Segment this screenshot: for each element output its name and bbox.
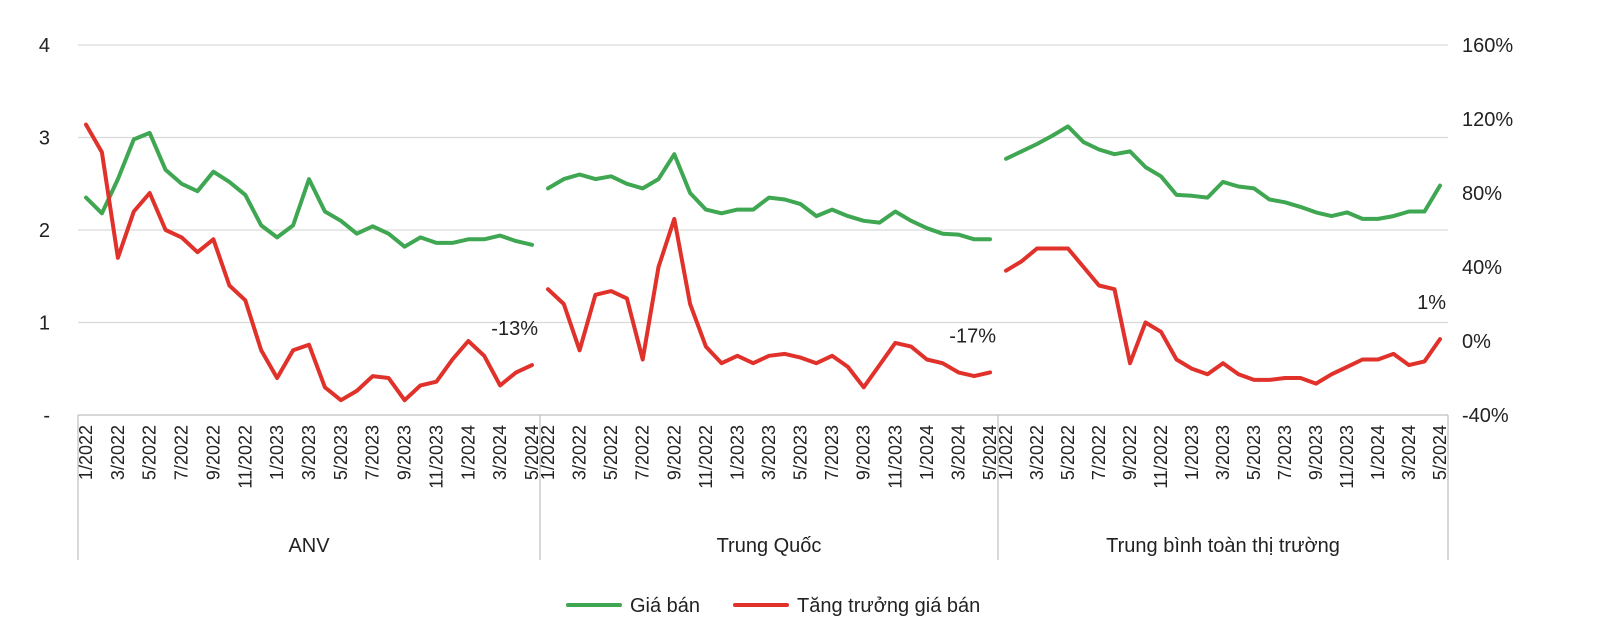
x-tick-label: 1/2023 xyxy=(727,425,747,480)
x-tick-label: 5/2022 xyxy=(601,425,621,480)
group-label: Trung Quốc xyxy=(717,535,822,557)
x-tick-label: 7/2022 xyxy=(172,425,192,480)
x-tick-label: 7/2023 xyxy=(1275,425,1295,480)
series-line-tang_truong-2 xyxy=(1004,246,1442,386)
legend-label-gia_ban: Giá bán xyxy=(630,595,700,617)
y-right-tick-label: 0% xyxy=(1462,331,1491,353)
y-left-tick-label: 1 xyxy=(39,313,50,335)
y-left-tick-label: 3 xyxy=(39,128,50,150)
series-line-tang_truong-1 xyxy=(546,216,992,390)
x-tick-label: 11/2023 xyxy=(1337,425,1357,489)
legend-label-tang_truong: Tăng trưởng giá bán xyxy=(797,595,980,617)
x-tick-label: 9/2022 xyxy=(203,425,223,480)
x-tick-label: 3/2023 xyxy=(759,425,779,480)
x-tick-label: 1/2023 xyxy=(267,425,287,480)
x-tick-label: 5/2023 xyxy=(791,425,811,480)
x-tick-label: 3/2024 xyxy=(1399,425,1419,480)
x-tick-label: 7/2023 xyxy=(363,425,383,480)
x-tick-label: 9/2023 xyxy=(854,425,874,480)
x-tick-label: 5/2024 xyxy=(522,425,542,480)
x-tick-label: 3/2022 xyxy=(1027,425,1047,480)
y-left-tick-label: 4 xyxy=(39,35,50,57)
x-tick-label: 11/2022 xyxy=(235,425,255,489)
x-tick-label: 1/2022 xyxy=(996,425,1016,480)
series-line-gia_ban-2 xyxy=(1004,124,1442,221)
x-tick-label: 1/2022 xyxy=(76,425,96,480)
x-tick-label: 7/2023 xyxy=(822,425,842,480)
y-right-tick-label: 40% xyxy=(1462,257,1502,279)
x-tick-label: 11/2022 xyxy=(1151,425,1171,489)
y-right-tick-label: -40% xyxy=(1462,405,1509,427)
x-tick-label: 1/2024 xyxy=(1368,425,1388,480)
x-tick-label: 3/2024 xyxy=(490,425,510,480)
x-tick-label: 3/2023 xyxy=(299,425,319,480)
series-line-gia_ban-1 xyxy=(546,152,992,242)
x-tick-label: 5/2024 xyxy=(1430,425,1450,480)
growth-annotation: -17% xyxy=(949,325,996,347)
gridlines xyxy=(78,44,1448,324)
growth-annotation: 1% xyxy=(1417,292,1446,314)
x-tick-label: 5/2022 xyxy=(140,425,160,480)
group-label: Trung bình toàn thị trường xyxy=(1106,535,1340,557)
x-tick-label: 11/2023 xyxy=(426,425,446,489)
x-tick-label: 1/2024 xyxy=(917,425,937,480)
x-tick-label: 5/2023 xyxy=(331,425,351,480)
x-tick-label: 7/2022 xyxy=(633,425,653,480)
x-tick-label: 3/2022 xyxy=(108,425,128,480)
group-label: ANV xyxy=(288,535,330,557)
x-tick-label: 11/2022 xyxy=(696,425,716,489)
x-tick-label: 5/2024 xyxy=(980,425,1000,480)
x-tick-label: 9/2022 xyxy=(664,425,684,480)
axes: - 1 2 3 4 -40% 0% 40% 80% 120% 160% 1/2022 3/2022 5/2… xyxy=(39,35,1513,560)
series-line-gia_ban-0 xyxy=(84,130,534,249)
x-tick-label: 1/2023 xyxy=(1182,425,1202,480)
y-right-tick-label: 80% xyxy=(1462,183,1502,205)
x-tick-label: 3/2023 xyxy=(1213,425,1233,480)
y-right-tick-label: 160% xyxy=(1462,35,1513,57)
legend: Giá bán Tăng trưởng giá bán xyxy=(566,595,980,617)
x-tick-label: 5/2023 xyxy=(1244,425,1264,480)
y-right-tick-label: 120% xyxy=(1462,109,1513,131)
y-left-tick-label: - xyxy=(43,405,50,427)
x-tick-label: 3/2022 xyxy=(570,425,590,480)
x-tick-label: 7/2022 xyxy=(1089,425,1109,480)
x-tick-label: 1/2024 xyxy=(458,425,478,480)
x-tick-label: 9/2023 xyxy=(395,425,415,480)
x-tick-label: 3/2024 xyxy=(948,425,968,480)
x-tick-label: 9/2022 xyxy=(1120,425,1140,480)
growth-annotation: -13% xyxy=(491,318,538,340)
x-tick-label: 9/2023 xyxy=(1306,425,1326,480)
series-lines xyxy=(84,122,1442,403)
x-tick-label: 1/2022 xyxy=(538,425,558,480)
x-tick-label: 11/2023 xyxy=(885,425,905,489)
labels: ANV -13% Trung Quốc -17% Trung bình toàn thị… xyxy=(288,292,1446,557)
series-line-tang_truong-0 xyxy=(84,122,534,403)
x-tick-label: 5/2022 xyxy=(1058,425,1078,480)
y-left-tick-label: 2 xyxy=(39,220,50,242)
